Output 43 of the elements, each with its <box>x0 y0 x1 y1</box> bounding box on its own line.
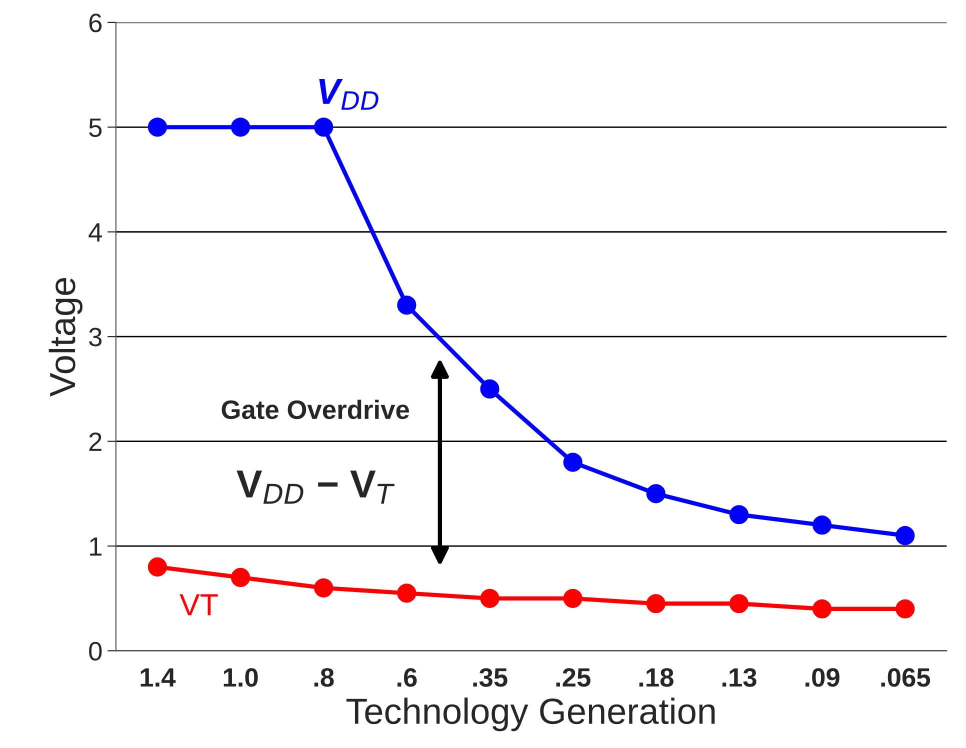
point <box>812 516 832 535</box>
point <box>729 505 749 524</box>
point <box>480 379 500 399</box>
annotation: V$_{DD}$ − V$_{T}$ <box>236 470 395 504</box>
x-tick-label: .35 <box>473 668 508 687</box>
point <box>397 296 416 315</box>
x-tick-label: 1.0 <box>224 668 258 687</box>
y-tick-label: 1 <box>90 537 102 556</box>
x-tick-label: 1.4 <box>140 668 176 687</box>
x-tick-label: .6 <box>397 668 417 687</box>
point <box>896 526 915 546</box>
y-tick-label: 0 <box>89 642 102 661</box>
y-tick-label: 3 <box>89 328 102 346</box>
x-tick-label: .18 <box>639 668 674 687</box>
x-tick-label: .8 <box>314 668 334 687</box>
y-tick-label: 2 <box>89 432 102 451</box>
point <box>563 588 582 608</box>
point <box>646 594 666 614</box>
series-label: V$_{DD}$ <box>319 79 378 110</box>
point <box>563 452 582 472</box>
point <box>729 594 749 614</box>
y-tick-label: 4 <box>88 223 102 242</box>
point <box>896 599 915 618</box>
y-tick-label: 6 <box>89 14 102 32</box>
point <box>148 118 168 137</box>
point <box>812 599 832 618</box>
x-tick-label: .065 <box>881 668 930 687</box>
x-tick-label: .09 <box>806 668 840 687</box>
x-tick-label: .25 <box>556 668 590 687</box>
point <box>230 568 250 588</box>
point <box>148 557 168 577</box>
series-label: VT <box>180 594 218 616</box>
point <box>314 118 334 137</box>
point <box>314 578 334 598</box>
y-axis-title: Voltage <box>48 278 82 397</box>
point <box>397 584 416 603</box>
point <box>230 118 250 137</box>
x-axis-title: Technology Generation <box>346 698 715 732</box>
annotation: Gate Overdrive <box>222 400 410 420</box>
point <box>646 484 666 504</box>
x-tick-label: .13 <box>722 668 756 687</box>
y-tick-label: 5 <box>89 118 102 137</box>
point <box>480 588 500 608</box>
